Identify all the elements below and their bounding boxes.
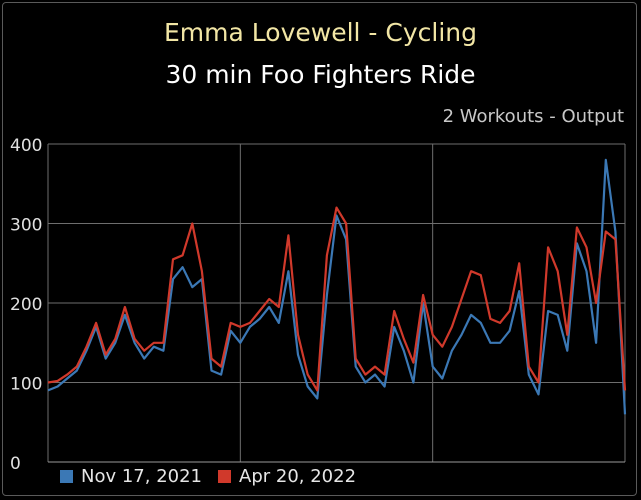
series-line-2	[47, 206, 627, 392]
chart-subtitle: 30 min Foo Fighters Ride	[165, 60, 476, 89]
legend-label-series-2: Apr 20, 2022	[239, 466, 357, 487]
legend-swatch-blue	[60, 470, 73, 483]
legend: Nov 17, 2021 Apr 20, 2022	[60, 466, 372, 487]
y-tick-label: 200	[10, 295, 42, 315]
y-tick-label: 0	[10, 454, 21, 474]
legend-item-series-2: Apr 20, 2022	[218, 466, 356, 487]
legend-label-series-1: Nov 17, 2021	[81, 466, 203, 487]
y-tick-label: 100	[10, 375, 42, 395]
series-line-1	[47, 158, 627, 415]
chart-title: Emma Lovewell - Cycling	[164, 18, 477, 47]
y-tick-label: 300	[10, 216, 42, 236]
legend-swatch-red	[218, 470, 232, 483]
workouts-caption: 2 Workouts - Output	[442, 106, 624, 127]
legend-item-series-1: Nov 17, 2021	[60, 466, 202, 487]
y-tick-label: 400	[10, 136, 42, 156]
chart-frame	[2, 2, 637, 496]
